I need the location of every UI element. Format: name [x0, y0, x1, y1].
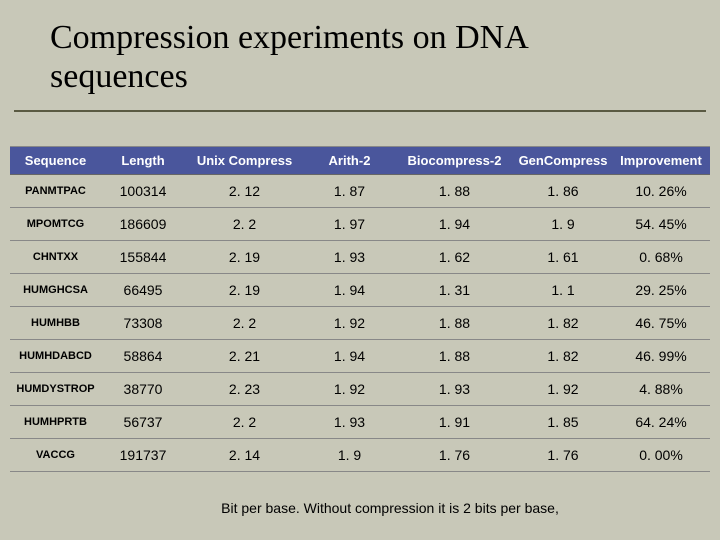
cell-length: 38770: [101, 373, 185, 406]
cell-length: 186609: [101, 208, 185, 241]
cell-length: 191737: [101, 439, 185, 472]
data-table: Sequence Length Unix Compress Arith-2 Bi…: [10, 146, 710, 472]
cell-length: 56737: [101, 406, 185, 439]
cell-unixcomp: 2. 21: [185, 340, 304, 373]
table-header-row: Sequence Length Unix Compress Arith-2 Bi…: [10, 147, 710, 175]
cell-arith2: 1. 94: [304, 340, 395, 373]
cell-sequence: CHNTXX: [10, 241, 101, 274]
col-length: Length: [101, 147, 185, 175]
cell-unixcomp: 2. 12: [185, 175, 304, 208]
col-biocomp2: Biocompress-2: [395, 147, 514, 175]
cell-unixcomp: 2. 19: [185, 241, 304, 274]
table-row: HUMHDABCD588642. 211. 941. 881. 8246. 99…: [10, 340, 710, 373]
cell-improve: 0. 68%: [612, 241, 710, 274]
cell-sequence: HUMDYSTROP: [10, 373, 101, 406]
cell-length: 66495: [101, 274, 185, 307]
cell-improve: 29. 25%: [612, 274, 710, 307]
cell-arith2: 1. 9: [304, 439, 395, 472]
cell-sequence: PANMTPAC: [10, 175, 101, 208]
col-arith2: Arith-2: [304, 147, 395, 175]
cell-biocomp2: 1. 94: [395, 208, 514, 241]
cell-length: 155844: [101, 241, 185, 274]
cell-unixcomp: 2. 19: [185, 274, 304, 307]
cell-gencomp: 1. 9: [514, 208, 612, 241]
cell-unixcomp: 2. 23: [185, 373, 304, 406]
col-gencomp: GenCompress: [514, 147, 612, 175]
cell-gencomp: 1. 86: [514, 175, 612, 208]
cell-length: 58864: [101, 340, 185, 373]
cell-sequence: HUMHPRTB: [10, 406, 101, 439]
table-row: MPOMTCG1866092. 21. 971. 941. 954. 45%: [10, 208, 710, 241]
table-row: VACCG1917372. 141. 91. 761. 760. 00%: [10, 439, 710, 472]
cell-improve: 46. 99%: [612, 340, 710, 373]
slide-title: Compression experiments on DNA sequences: [0, 18, 720, 104]
cell-biocomp2: 1. 88: [395, 307, 514, 340]
table-row: CHNTXX1558442. 191. 931. 621. 610. 68%: [10, 241, 710, 274]
cell-arith2: 1. 92: [304, 373, 395, 406]
table-row: HUMHBB733082. 21. 921. 881. 8246. 75%: [10, 307, 710, 340]
cell-improve: 46. 75%: [612, 307, 710, 340]
footnote-text: Bit per base. Without compression it is …: [0, 500, 720, 516]
cell-arith2: 1. 97: [304, 208, 395, 241]
cell-biocomp2: 1. 76: [395, 439, 514, 472]
cell-gencomp: 1. 61: [514, 241, 612, 274]
cell-improve: 64. 24%: [612, 406, 710, 439]
cell-unixcomp: 2. 2: [185, 307, 304, 340]
table-row: HUMGHCSA664952. 191. 941. 311. 129. 25%: [10, 274, 710, 307]
cell-unixcomp: 2. 2: [185, 406, 304, 439]
col-improve: Improvement: [612, 147, 710, 175]
cell-gencomp: 1. 76: [514, 439, 612, 472]
cell-arith2: 1. 93: [304, 241, 395, 274]
cell-sequence: MPOMTCG: [10, 208, 101, 241]
col-unixcomp: Unix Compress: [185, 147, 304, 175]
cell-biocomp2: 1. 91: [395, 406, 514, 439]
cell-improve: 10. 26%: [612, 175, 710, 208]
cell-improve: 0. 00%: [612, 439, 710, 472]
table-row: HUMDYSTROP387702. 231. 921. 931. 924. 88…: [10, 373, 710, 406]
table-container: Sequence Length Unix Compress Arith-2 Bi…: [10, 146, 710, 472]
slide: Compression experiments on DNA sequences…: [0, 0, 720, 540]
table-row: HUMHPRTB567372. 21. 931. 911. 8564. 24%: [10, 406, 710, 439]
cell-arith2: 1. 93: [304, 406, 395, 439]
cell-improve: 4. 88%: [612, 373, 710, 406]
cell-gencomp: 1. 85: [514, 406, 612, 439]
cell-sequence: HUMGHCSA: [10, 274, 101, 307]
cell-length: 100314: [101, 175, 185, 208]
cell-arith2: 1. 87: [304, 175, 395, 208]
cell-biocomp2: 1. 88: [395, 175, 514, 208]
cell-gencomp: 1. 82: [514, 340, 612, 373]
table-row: PANMTPAC1003142. 121. 871. 881. 8610. 26…: [10, 175, 710, 208]
cell-biocomp2: 1. 93: [395, 373, 514, 406]
cell-arith2: 1. 92: [304, 307, 395, 340]
cell-biocomp2: 1. 31: [395, 274, 514, 307]
col-sequence: Sequence: [10, 147, 101, 175]
cell-sequence: HUMHDABCD: [10, 340, 101, 373]
cell-gencomp: 1. 1: [514, 274, 612, 307]
cell-sequence: VACCG: [10, 439, 101, 472]
cell-biocomp2: 1. 62: [395, 241, 514, 274]
cell-gencomp: 1. 82: [514, 307, 612, 340]
cell-unixcomp: 2. 14: [185, 439, 304, 472]
cell-sequence: HUMHBB: [10, 307, 101, 340]
cell-unixcomp: 2. 2: [185, 208, 304, 241]
cell-biocomp2: 1. 88: [395, 340, 514, 373]
cell-gencomp: 1. 92: [514, 373, 612, 406]
cell-arith2: 1. 94: [304, 274, 395, 307]
title-underline: [14, 110, 706, 112]
cell-length: 73308: [101, 307, 185, 340]
cell-improve: 54. 45%: [612, 208, 710, 241]
